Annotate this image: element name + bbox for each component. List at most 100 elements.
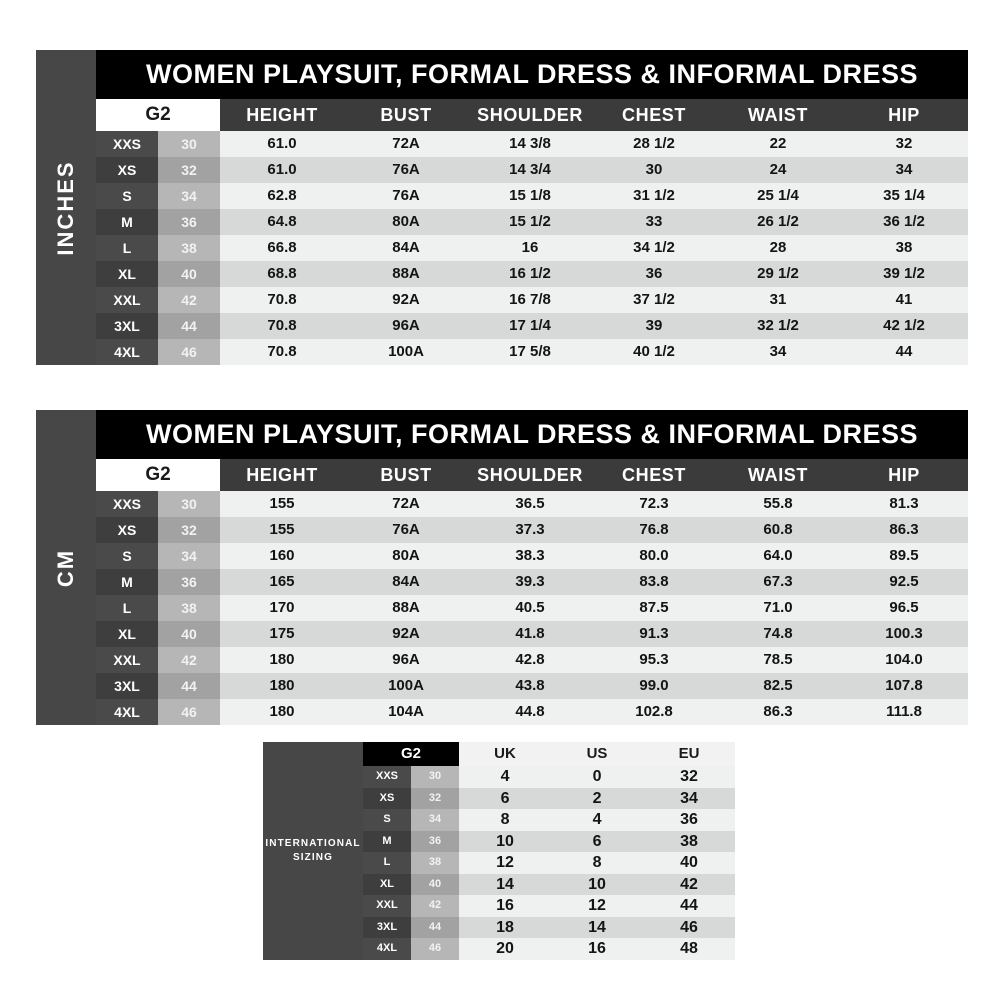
cell-measurement: 16 1/2 xyxy=(468,261,593,287)
cell-measurement: 38.3 xyxy=(468,543,593,569)
intl-cell-size-label: XXS xyxy=(363,766,411,788)
cell-measurement: 34 1/2 xyxy=(592,235,717,261)
table-row: XL 40 175 92A 41.8 91.3 74.8 100.3 xyxy=(96,621,969,647)
cell-size-label: L xyxy=(96,595,158,621)
cell-measurement: 96A xyxy=(344,647,469,673)
table-row: S 34 160 80A 38.3 80.0 64.0 89.5 xyxy=(96,543,969,569)
intl-cell-size-value: 10 xyxy=(551,873,644,895)
intl-cell-size-value: 44 xyxy=(643,895,736,917)
table-row: XXL 42 180 96A 42.8 95.3 78.5 104.0 xyxy=(96,647,969,673)
cell-measurement: 64.0 xyxy=(716,543,841,569)
header-cell-g2: G2 xyxy=(96,99,221,131)
cell-measurement: 67.3 xyxy=(716,569,841,595)
cell-measurement: 100A xyxy=(344,339,469,365)
intl-cell-size-value: 18 xyxy=(459,916,552,938)
table-row: L 38 66.8 84A 16 34 1/2 28 38 xyxy=(96,235,969,261)
table-row: XXS 30 61.0 72A 14 3/8 28 1/2 22 32 xyxy=(96,131,969,157)
intl-table-row: 3XL 44 18 14 46 xyxy=(363,916,736,938)
intl-cell-size-label: L xyxy=(363,852,411,874)
intl-cell-size-label: XS xyxy=(363,787,411,809)
cell-measurement: 38 xyxy=(840,235,969,261)
cell-measurement: 180 xyxy=(220,699,345,725)
cell-measurement: 78.5 xyxy=(716,647,841,673)
intl-cell-g2-value: 44 xyxy=(411,916,460,938)
intl-cell-g2-value: 46 xyxy=(411,938,460,960)
cell-g2-value: 42 xyxy=(158,647,221,673)
cell-measurement: 16 7/8 xyxy=(468,287,593,313)
intl-cell-size-label: S xyxy=(363,809,411,831)
international-sizing-chart: INTERNATIONAL SIZING G2 UK US EU XXS 30 4 0 32 XS… xyxy=(263,742,736,960)
intl-cell-size-value: 14 xyxy=(551,916,644,938)
cell-measurement: 28 xyxy=(716,235,841,261)
intl-cell-size-value: 12 xyxy=(459,852,552,874)
intl-cell-g2-value: 34 xyxy=(411,809,460,831)
cell-measurement: 87.5 xyxy=(592,595,717,621)
cell-measurement: 100A xyxy=(344,673,469,699)
cell-g2-value: 44 xyxy=(158,313,221,339)
inches-chart-title: WOMEN PLAYSUIT, FORMAL DRESS & INFORMAL … xyxy=(96,50,969,99)
intl-cell-size-value: 14 xyxy=(459,873,552,895)
cell-measurement: 80A xyxy=(344,209,469,235)
cell-measurement: 107.8 xyxy=(840,673,969,699)
cell-size-label: XS xyxy=(96,157,158,183)
cell-measurement: 72A xyxy=(344,491,469,517)
cell-size-label: 3XL xyxy=(96,313,158,339)
header-cell-height: HEIGHT xyxy=(220,459,345,491)
cell-measurement: 160 xyxy=(220,543,345,569)
cell-g2-value: 38 xyxy=(158,235,221,261)
inches-unit-rail: INCHES xyxy=(36,50,96,365)
cell-g2-value: 30 xyxy=(158,491,221,517)
cell-measurement: 92A xyxy=(344,621,469,647)
cell-measurement: 71.0 xyxy=(716,595,841,621)
cell-measurement: 92A xyxy=(344,287,469,313)
cell-measurement: 155 xyxy=(220,491,345,517)
cell-size-label: 3XL xyxy=(96,673,158,699)
cm-unit-rail: CM xyxy=(36,410,96,725)
table-row: XS 32 155 76A 37.3 76.8 60.8 86.3 xyxy=(96,517,969,543)
cell-measurement: 28 1/2 xyxy=(592,131,717,157)
cell-size-label: XL xyxy=(96,261,158,287)
cell-measurement: 40 1/2 xyxy=(592,339,717,365)
cell-measurement: 29 1/2 xyxy=(716,261,841,287)
cell-measurement: 39.3 xyxy=(468,569,593,595)
cell-measurement: 39 xyxy=(592,313,717,339)
cell-g2-value: 36 xyxy=(158,569,221,595)
cell-measurement: 60.8 xyxy=(716,517,841,543)
cell-measurement: 72.3 xyxy=(592,491,717,517)
cell-measurement: 96.5 xyxy=(840,595,969,621)
intl-cell-size-value: 34 xyxy=(643,787,736,809)
cell-measurement: 31 1/2 xyxy=(592,183,717,209)
cell-measurement: 95.3 xyxy=(592,647,717,673)
cell-size-label: L xyxy=(96,235,158,261)
cell-measurement: 30 xyxy=(592,157,717,183)
cell-measurement: 82.5 xyxy=(716,673,841,699)
table-row: XL 40 68.8 88A 16 1/2 36 29 1/2 39 1/2 xyxy=(96,261,969,287)
cm-unit-label: CM xyxy=(53,548,78,587)
intl-cell-size-value: 12 xyxy=(551,895,644,917)
cell-measurement: 61.0 xyxy=(220,131,345,157)
cell-measurement: 92.5 xyxy=(840,569,969,595)
table-row: 4XL 46 180 104A 44.8 102.8 86.3 111.8 xyxy=(96,699,969,725)
intl-cell-size-value: 6 xyxy=(459,787,552,809)
cell-measurement: 32 xyxy=(840,131,969,157)
intl-cell-g2-value: 30 xyxy=(411,766,460,788)
cell-measurement: 32 1/2 xyxy=(716,313,841,339)
international-sizing-label: INTERNATIONAL SIZING xyxy=(263,742,363,960)
cell-measurement: 31 xyxy=(716,287,841,313)
cm-chart-title: WOMEN PLAYSUIT, FORMAL DRESS & INFORMAL … xyxy=(96,410,969,459)
intl-cell-size-value: 46 xyxy=(643,916,736,938)
intl-cell-size-value: 42 xyxy=(643,873,736,895)
cell-measurement: 86.3 xyxy=(716,699,841,725)
cell-measurement: 41 xyxy=(840,287,969,313)
cell-g2-value: 46 xyxy=(158,339,221,365)
cell-measurement: 70.8 xyxy=(220,339,345,365)
cell-measurement: 42 1/2 xyxy=(840,313,969,339)
cell-measurement: 35 1/4 xyxy=(840,183,969,209)
cell-g2-value: 44 xyxy=(158,673,221,699)
intl-cell-size-value: 38 xyxy=(643,830,736,852)
header-cell-g2: G2 xyxy=(96,459,221,491)
intl-cell-size-label: XXL xyxy=(363,895,411,917)
cell-g2-value: 30 xyxy=(158,131,221,157)
intl-cell-size-value: 40 xyxy=(643,852,736,874)
cell-g2-value: 32 xyxy=(158,157,221,183)
